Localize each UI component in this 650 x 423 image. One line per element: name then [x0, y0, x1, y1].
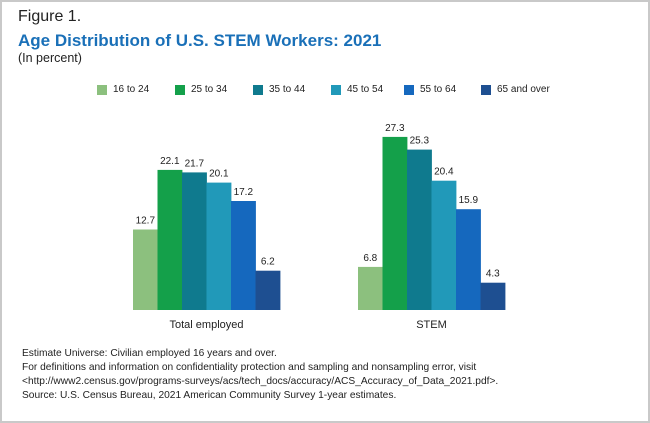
bar	[480, 282, 506, 310]
data-label: 25.3	[410, 136, 430, 147]
x-tick-label: Total employed	[170, 319, 244, 331]
bar	[382, 136, 408, 310]
data-label: 15.9	[459, 195, 479, 206]
bar	[157, 169, 183, 310]
data-label: 21.7	[185, 158, 205, 169]
bar	[231, 201, 256, 310]
chart-title: Age Distribution of U.S. STEM Workers: 2…	[18, 31, 382, 50]
note-source: Source: U.S. Census Bureau, 2021 America…	[22, 390, 397, 401]
legend-swatch	[97, 85, 107, 95]
bar	[255, 270, 281, 310]
figure-label: Figure 1.	[18, 8, 82, 25]
note-url: <http://www2.census.gov/programs-surveys…	[22, 376, 499, 387]
chart-subtitle: (In percent)	[18, 51, 82, 65]
legend-swatch	[331, 85, 341, 95]
x-tick-label: STEM	[416, 319, 447, 331]
data-label: 27.3	[385, 123, 405, 134]
legend-swatch	[253, 85, 263, 95]
legend-label: 55 to 64	[420, 84, 457, 95]
data-label: 20.4	[434, 167, 454, 178]
bar	[133, 229, 158, 310]
data-label: 22.1	[160, 156, 180, 167]
data-label: 6.8	[363, 253, 377, 264]
chart-notes: Estimate Universe: Civilian employed 16 …	[22, 347, 498, 403]
legend-label: 65 and over	[497, 84, 550, 95]
legend-label: 45 to 54	[347, 84, 384, 95]
data-label: 20.1	[209, 169, 229, 180]
data-label: 17.2	[234, 187, 254, 198]
legend-swatch	[404, 85, 414, 95]
bar	[456, 209, 481, 310]
legend-label: 25 to 34	[191, 84, 228, 95]
legend-swatch	[481, 85, 491, 95]
legend-label: 35 to 44	[269, 84, 306, 95]
legend-label: 16 to 24	[113, 84, 150, 95]
data-label: 4.3	[486, 269, 500, 280]
bar	[182, 172, 207, 310]
bar	[358, 266, 383, 310]
bar	[431, 180, 457, 310]
data-label: 6.2	[261, 257, 275, 268]
bar	[206, 182, 232, 310]
legend-swatch	[175, 85, 185, 95]
note-definitions: For definitions and information on confi…	[22, 362, 477, 373]
data-label: 12.7	[136, 216, 156, 227]
note-universe: Estimate Universe: Civilian employed 16 …	[22, 348, 277, 359]
bar	[407, 149, 432, 310]
